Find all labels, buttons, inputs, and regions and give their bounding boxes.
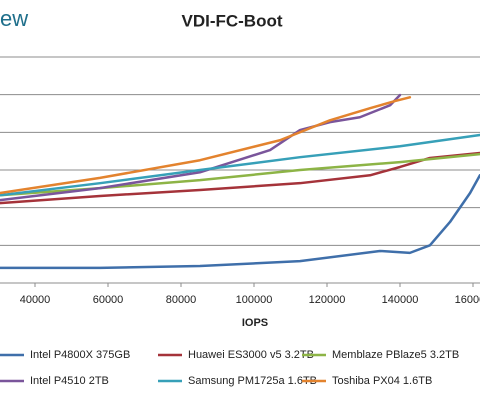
x-tick-label: 120000 [309,294,346,306]
legend-label: Samsung PM1725a 1.6TB [188,375,317,387]
series-line [0,174,480,270]
logo: ew [0,6,28,31]
series-line [0,96,412,195]
series-line [0,133,480,197]
series-line [0,93,402,202]
x-tick-label: 160000 [455,294,480,306]
legend-label: Intel P4800X 375GB [30,349,130,361]
legend-label: Huawei ES3000 v5 3.2TB [188,349,314,361]
legend-label: Toshiba PX04 1.6TB [332,375,432,387]
x-tick-label: 140000 [382,294,419,306]
legend-label: Memblaze PBlaze5 3.2TB [332,349,459,361]
x-tick-label: 100000 [236,294,273,306]
x-axis-label: IOPS [242,317,268,329]
x-tick-label: 60000 [93,294,124,306]
x-tick-label: 40000 [20,294,51,306]
chart-title: VDI-FC-Boot [181,11,282,30]
legend-label: Intel P4510 2TB [30,375,109,387]
x-tick-label: 80000 [166,294,197,306]
